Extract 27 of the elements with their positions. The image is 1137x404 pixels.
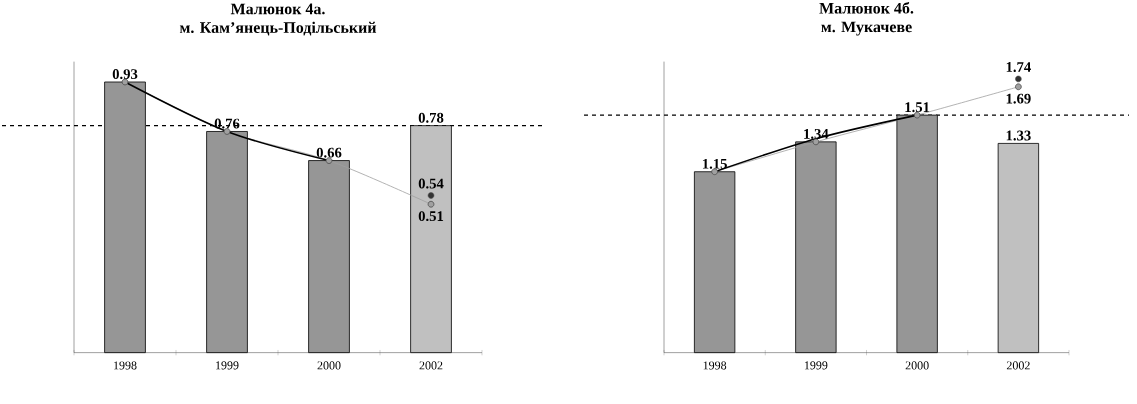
chart-title: Малюнок 4б. <box>819 2 914 14</box>
data-label: 0.54 <box>418 178 444 189</box>
x-tick-label: 2002 <box>1006 361 1030 370</box>
x-tick-label: 1998 <box>703 361 727 370</box>
data-label: 0.93 <box>112 69 138 80</box>
point <box>427 192 435 199</box>
point <box>1015 83 1022 91</box>
data-label: 1.69 <box>1006 93 1031 104</box>
data-label: 1.74 <box>1006 62 1031 72</box>
data-label: 1.33 <box>1006 130 1031 141</box>
data-label: 0.78 <box>418 112 444 123</box>
x-tick-label: 2000 <box>905 361 929 370</box>
x-tick-label: 1998 <box>114 361 137 370</box>
data-label: 1.15 <box>702 158 727 169</box>
bar <box>997 143 1040 354</box>
point <box>1015 75 1022 83</box>
x-tick-label: 2002 <box>419 361 443 370</box>
chart-subtitle: м. Кам’янець-Подільський <box>179 21 377 36</box>
point <box>427 200 435 208</box>
data-label: 1.51 <box>905 102 930 113</box>
data-label: 0.51 <box>418 211 444 222</box>
chart-subtitle: м. Мукачеве <box>821 21 912 36</box>
x-tick-label: 1999 <box>804 361 828 370</box>
x-tick-label: 2000 <box>317 361 341 370</box>
data-label: 0.66 <box>316 147 342 158</box>
x-tick-label: 1999 <box>216 361 239 370</box>
chart-title: Малюнок 4а. <box>230 3 325 15</box>
